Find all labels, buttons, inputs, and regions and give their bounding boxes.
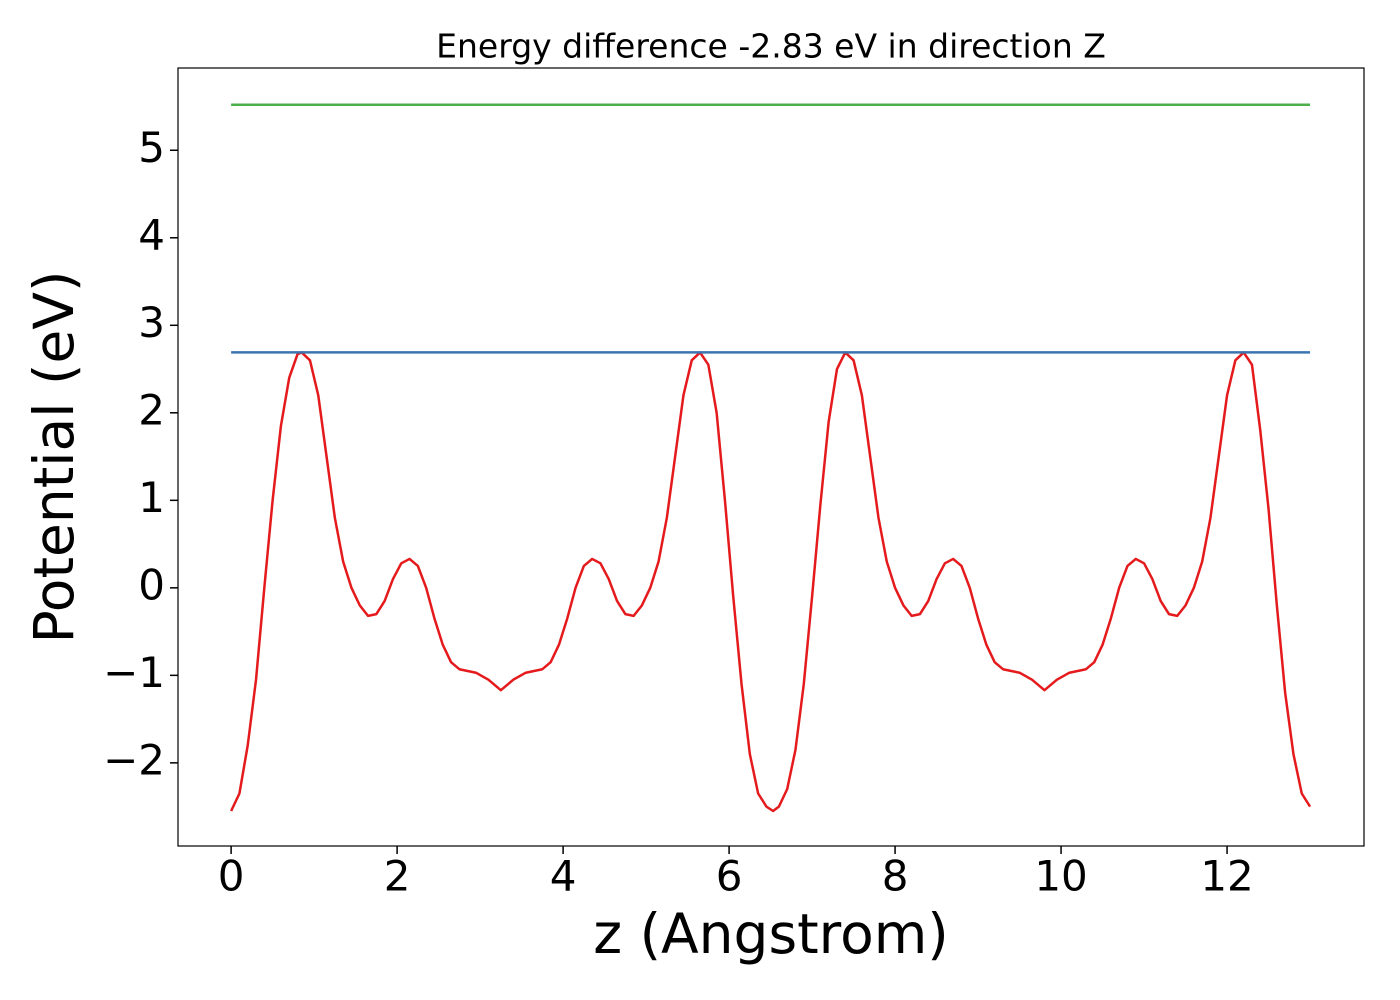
chart-title: Energy difference -2.83 eV in direction … xyxy=(436,27,1106,66)
y-tick-label: 5 xyxy=(138,123,165,172)
y-tick-label: −1 xyxy=(103,648,165,697)
y-tick-label: 3 xyxy=(138,298,165,347)
x-tick-label: 6 xyxy=(716,852,743,901)
x-tick-label: 10 xyxy=(1034,852,1087,901)
x-tick-label: 2 xyxy=(384,852,411,901)
y-tick-label: 2 xyxy=(138,385,165,434)
data-line xyxy=(229,351,1312,813)
x-tick-label: 4 xyxy=(550,852,577,901)
y-tick-label: −2 xyxy=(103,735,165,784)
x-tick-label: 0 xyxy=(218,852,245,901)
x-axis-label: z (Angstrom) xyxy=(593,902,949,966)
y-tick-label: 0 xyxy=(138,560,165,609)
y-axis-label: Potential (eV) xyxy=(22,271,86,644)
x-tick-label: 8 xyxy=(882,852,909,901)
x-tick-label: 12 xyxy=(1200,852,1253,901)
y-tick-label: 4 xyxy=(138,210,165,259)
plot-frame xyxy=(177,67,1365,847)
y-tick-label: 1 xyxy=(138,473,165,522)
